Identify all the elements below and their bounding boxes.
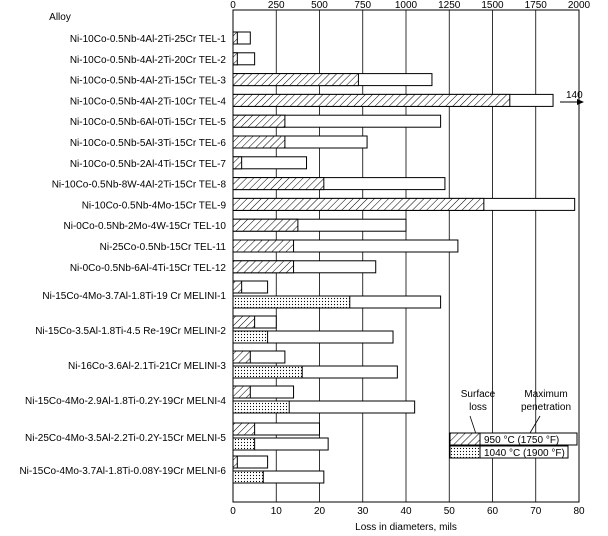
legend-swatch-1040-surface [449,445,481,459]
bar-950-surface-loss [232,385,251,399]
bar-950-surface-loss [232,93,511,107]
bar-950-surface-loss [232,197,485,211]
bar-1040-surface-loss [232,295,351,309]
legend-penetration-line1: Maximum [524,389,567,400]
bar-950-surface-loss [232,114,286,128]
category-label: Ni-10Co-0.5Nb-4Al-2Ti-20Cr TEL-2 [70,55,227,66]
category-label: Ni-15Co-4Mo-2.9Al-1.8Ti-0.2Y-19Cr MELNI-… [25,396,226,407]
bottom-tick-label: 10 [271,506,283,517]
category-label: Ni-25Co-0.5Nb-15Cr TEL-11 [100,242,227,253]
bar-950-surface-loss [232,455,238,469]
legend-penetration-leader [529,415,541,434]
category-label: Ni-10Co-0.5Nb-4Al-2Ti-10Cr TEL-4 [70,96,227,107]
category-label: Ni-15Co-4Mo-3.7Al-1.8Ti-19 Cr MELINI-1 [42,291,226,302]
category-label: Ni-0Co-0.5Nb-2Mo-4W-15Cr TEL-10 [64,221,227,232]
category-label: Ni-25Co-4Mo-3.5Al-2.2Ti-0.2Y-15Cr MELNI-… [25,433,226,444]
legend-surface-line2: loss [469,402,487,413]
top-tick-label: 750 [354,0,371,11]
annotation-140-label: 140 [566,90,583,101]
top-tick-label: 1250 [438,0,461,11]
bar-950-surface-loss [232,177,325,191]
legend-surface-line1: Surface [461,389,496,400]
bar-950-surface-loss [232,218,299,232]
category-label: Ni-15Co-4Mo-3.7Al-1.8Ti-0.08Y-19Cr MELNI… [19,466,226,477]
legend: Surface loss Maximum penetration 950 °C … [449,389,578,459]
bar-950-surface-loss [232,315,256,329]
bar-950-surface-loss [232,239,295,253]
bar-950-max-penetration [232,455,269,469]
top-tick-label: 1500 [481,0,504,11]
category-labels: Ni-10Co-0.5Nb-4Al-2Ti-25Cr TEL-1 Ni-10Co-… [19,34,226,477]
bottom-tick-label: 80 [573,506,585,517]
category-label: Ni-16Co-3.6Al-2.1Ti-21Cr MELINI-3 [68,361,226,372]
bar-1040-surface-loss [232,470,264,484]
category-label: Ni-15Co-3.5Al-1.8Ti-4.5 Re-19Cr MELINI-2 [35,326,226,337]
top-tick-label: 1000 [395,0,418,11]
category-header: Alloy [49,12,71,23]
plot-frame [232,9,580,503]
bar-950-surface-loss [232,156,243,170]
legend-penetration-line2: penetration [521,402,571,413]
top-tick-label: 500 [311,0,328,11]
bar-1040-surface-loss [232,400,290,414]
legend-swatch-950-surface [449,432,481,446]
bar-1040-surface-loss [232,330,269,344]
top-tick-label: 2000 [568,0,591,11]
category-label: Ni-10Co-0.5Nb-4Al-2Ti-15Cr TEL-3 [70,76,227,87]
bar-950-surface-loss [232,280,243,294]
category-label: Ni-10Co-0.5Nb-6Al-0Ti-15Cr TEL-5 [70,117,227,128]
bar-950-surface-loss [232,73,359,87]
bar-950-max-penetration [232,156,308,170]
bar-950-surface-loss [232,135,286,149]
bar-1040-surface-loss [232,365,303,379]
bar-950-surface-loss [232,31,238,45]
bar-950-surface-loss [232,350,251,364]
bottom-tick-label: 20 [314,506,326,517]
bottom-tick-label: 60 [487,506,499,517]
category-label: Ni-10Co-0.5Nb-8W-4Al-2Ti-15Cr TEL-8 [52,180,227,191]
x-axis-label: Loss in diameters, mils [355,522,457,533]
category-label: Ni-10Co-0.5Nb-2Al-4Ti-15Cr TEL-7 [70,159,227,170]
bar-1040-surface-loss [232,437,256,451]
category-label: Ni-10Co-0.5Nb-5Al-3Ti-15Cr TEL-6 [70,138,227,149]
annotation-140: 140 [560,90,584,105]
axis-ticks: 0 250 500 750 1000 1250 1500 1750 2000 0 10 20 30 40 5… [230,0,590,517]
annotation-arrow-head [577,99,584,105]
legend-label-1040: 1040 °C (1900 °F) [484,448,565,459]
category-label: Ni-10Co-0.5Nb-4Al-2Ti-25Cr TEL-1 [70,34,227,45]
category-label: Ni-10Co-0.5Nb-4Mo-15Cr TEL-9 [82,200,227,211]
top-tick-label: 1750 [525,0,548,11]
bottom-tick-label: 30 [357,506,369,517]
bar-950-surface-loss [232,422,256,436]
legend-label-950: 950 °C (1750 °F) [484,435,559,446]
bar-950-surface-loss [232,260,295,274]
top-tick-label: 0 [230,0,236,11]
bar-950-surface-loss [232,52,238,66]
top-tick-label: 250 [268,0,285,11]
bars [232,31,576,484]
category-label: Ni-0Co-0.5Nb-6Al-4Ti-15Cr TEL-12 [70,263,227,274]
bottom-tick-label: 50 [444,506,456,517]
bottom-tick-label: 40 [400,506,412,517]
bottom-tick-label: 0 [230,506,236,517]
bottom-tick-label: 70 [530,506,542,517]
